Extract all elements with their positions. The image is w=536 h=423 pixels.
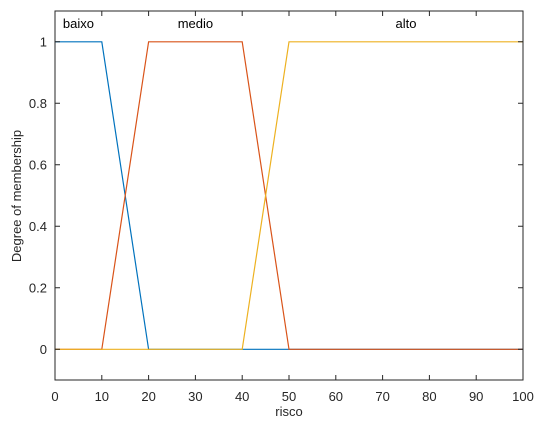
y-axis-ticks: 0 0.2 0.4 0.6 0.8 1 [29,34,523,357]
x-tick-label: 100 [512,389,534,404]
mf-label-layer: baixo medio alto [63,16,417,31]
y-tick-label: 1 [40,34,47,49]
mf-label-alto: alto [396,16,417,31]
x-tick-label: 90 [469,389,483,404]
x-tick-label: 60 [329,389,343,404]
x-tick-label: 80 [422,389,436,404]
x-tick-label: 0 [51,389,58,404]
x-tick-label: 70 [375,389,389,404]
y-tick-label: 0.8 [29,96,47,111]
y-tick-label: 0.4 [29,219,47,234]
y-axis-title: Degree of membership [9,130,24,262]
x-tick-label: 10 [95,389,109,404]
x-tick-label: 40 [235,389,249,404]
mf-label-baixo: baixo [63,16,94,31]
y-tick-label: 0.2 [29,280,47,295]
series-layer [55,41,523,350]
x-tick-label: 30 [188,389,202,404]
x-tick-label: 50 [282,389,296,404]
x-tick-label: 20 [141,389,155,404]
series-line-alto [55,41,523,350]
x-axis-title: risco [275,404,302,419]
mf-label-medio: medio [178,16,213,31]
y-tick-label: 0.6 [29,157,47,172]
plot-background [55,11,523,380]
x-axis-ticks: 0 10 20 30 40 50 60 70 80 90 100 [51,11,534,404]
y-tick-label: 0 [40,342,47,357]
